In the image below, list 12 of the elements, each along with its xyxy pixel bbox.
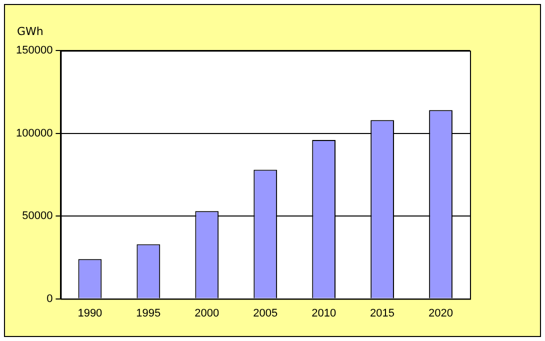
x-tick-label: 2020 bbox=[428, 307, 454, 320]
y-tick-label: 100000 bbox=[16, 127, 53, 140]
x-tick-label: 1990 bbox=[78, 307, 102, 320]
y-axis-title: GWh bbox=[17, 25, 44, 38]
x-tick-label: 2015 bbox=[370, 307, 395, 320]
y-tick-label: 0 bbox=[46, 292, 53, 305]
x-tick-label: 2005 bbox=[253, 307, 278, 320]
x-tick-label: 2000 bbox=[194, 307, 220, 320]
x-tick-label: 1995 bbox=[136, 307, 161, 320]
x-tick-label: 2010 bbox=[312, 307, 336, 320]
y-tick-label: 50000 bbox=[22, 210, 53, 222]
y-tick-label: 150000 bbox=[16, 44, 53, 57]
